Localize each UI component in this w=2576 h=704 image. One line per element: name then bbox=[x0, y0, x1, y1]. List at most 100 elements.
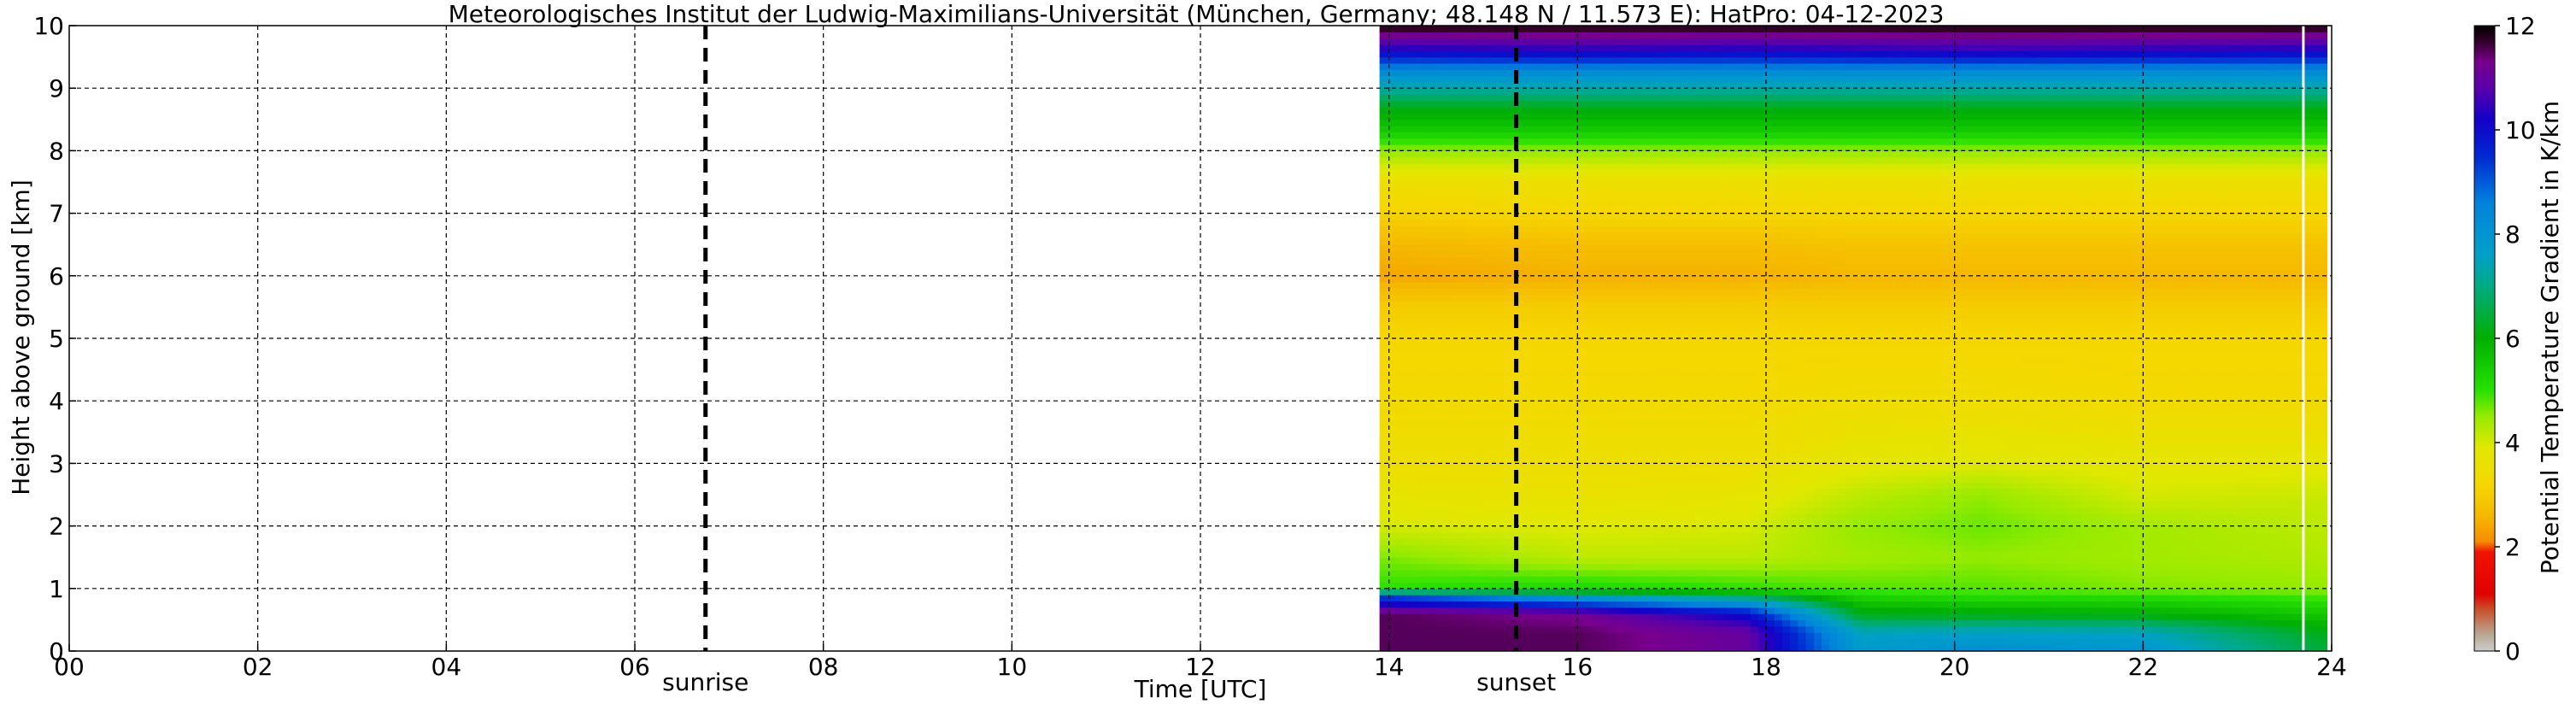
heatmap-cell bbox=[1435, 213, 1444, 220]
heatmap-cell bbox=[1545, 175, 1554, 183]
heatmap-cell bbox=[1647, 62, 1657, 70]
heatmap-cell bbox=[1600, 250, 1610, 258]
heatmap-cell bbox=[1710, 495, 1720, 502]
heatmap-cell bbox=[1656, 419, 1664, 427]
heatmap-cell bbox=[1703, 438, 1712, 446]
heatmap-cell bbox=[1521, 488, 1530, 496]
heatmap-cell bbox=[1664, 438, 1673, 446]
heatmap-cell bbox=[1593, 156, 1601, 164]
heatmap-cell bbox=[1474, 407, 1483, 414]
heatmap-cell bbox=[1608, 544, 1617, 552]
heatmap-cell bbox=[1379, 613, 1388, 620]
heatmap-cell bbox=[1466, 44, 1476, 51]
heatmap-cell bbox=[1576, 32, 1586, 39]
heatmap-cell bbox=[1600, 550, 1610, 558]
heatmap-cell bbox=[1695, 438, 1705, 446]
heatmap-cell bbox=[1593, 56, 1601, 64]
heatmap-cell bbox=[1521, 238, 1530, 245]
heatmap-cell bbox=[1537, 38, 1546, 45]
heatmap-cell bbox=[1442, 525, 1452, 533]
heatmap-cell bbox=[1458, 200, 1467, 208]
heatmap-cell bbox=[1458, 132, 1467, 139]
heatmap-cell bbox=[1758, 488, 1768, 496]
heatmap-cell bbox=[1561, 350, 1570, 358]
heatmap-cell bbox=[1418, 438, 1428, 446]
heatmap-cell bbox=[1624, 538, 1633, 546]
heatmap-cell bbox=[1664, 163, 1673, 170]
heatmap-cell bbox=[1766, 175, 1775, 183]
heatmap-cell bbox=[1758, 563, 1768, 571]
heatmap-cell bbox=[1474, 26, 1483, 32]
heatmap-cell bbox=[1521, 495, 1530, 502]
heatmap-cell bbox=[1529, 525, 1539, 533]
heatmap-cell bbox=[1679, 275, 1688, 283]
heatmap-cell bbox=[1442, 644, 1452, 651]
heatmap-cell bbox=[1600, 175, 1610, 183]
heatmap-cell bbox=[1561, 163, 1570, 170]
heatmap-cell bbox=[1521, 338, 1530, 345]
heatmap-cell bbox=[1710, 320, 1720, 326]
heatmap-cell bbox=[1656, 219, 1664, 226]
heatmap-cell bbox=[1750, 250, 1759, 258]
heatmap-cell bbox=[1458, 163, 1467, 170]
heatmap-cell bbox=[1545, 538, 1554, 546]
heatmap-cell bbox=[1395, 207, 1404, 214]
heatmap-cell bbox=[1647, 56, 1657, 64]
heatmap-cell bbox=[1379, 313, 1388, 320]
heatmap-cell bbox=[1482, 288, 1491, 296]
heatmap-cell bbox=[1387, 588, 1396, 595]
heatmap-cell bbox=[1418, 301, 1428, 308]
heatmap-cell bbox=[1561, 431, 1570, 439]
heatmap-cell bbox=[1710, 444, 1720, 452]
heatmap-cell bbox=[1529, 356, 1539, 364]
heatmap-cell bbox=[1466, 382, 1476, 390]
heatmap-cell bbox=[1545, 632, 1554, 639]
heatmap-cell bbox=[1734, 482, 1744, 490]
heatmap-cell bbox=[1537, 550, 1546, 558]
heatmap-cell bbox=[1561, 563, 1570, 571]
heatmap-cell bbox=[1576, 495, 1586, 502]
heatmap-cell bbox=[1584, 569, 1593, 577]
heatmap-cell bbox=[1593, 44, 1601, 51]
heatmap-cell bbox=[1561, 44, 1570, 51]
heatmap-cell bbox=[1466, 625, 1476, 633]
heatmap-cell bbox=[1379, 44, 1388, 51]
heatmap-cell bbox=[1474, 163, 1483, 170]
heatmap-cell bbox=[1640, 119, 1649, 126]
heatmap-cell bbox=[1624, 232, 1633, 239]
heatmap-cell bbox=[1442, 275, 1452, 283]
heatmap-cell bbox=[1474, 94, 1483, 102]
heatmap-cell bbox=[1718, 476, 1728, 483]
heatmap-cell bbox=[1458, 232, 1467, 239]
heatmap-cell bbox=[1521, 188, 1530, 196]
heatmap-cell bbox=[1529, 601, 1539, 608]
heatmap-cell bbox=[1395, 200, 1404, 208]
heatmap-cell bbox=[1671, 595, 1681, 602]
heatmap-cell bbox=[1758, 356, 1768, 364]
heatmap-cell bbox=[1584, 320, 1593, 326]
heatmap-cell bbox=[1450, 363, 1459, 371]
heatmap-cell bbox=[1616, 444, 1625, 452]
heatmap-cell bbox=[1695, 119, 1705, 126]
heatmap-cell bbox=[1718, 394, 1728, 402]
heatmap-cell bbox=[1647, 356, 1657, 364]
heatmap-cell bbox=[1427, 62, 1435, 70]
heatmap-cell bbox=[1379, 144, 1388, 151]
heatmap-cell bbox=[1458, 407, 1467, 414]
heatmap-cell bbox=[1695, 638, 1705, 646]
heatmap-cell bbox=[1474, 382, 1483, 390]
heatmap-cell bbox=[1656, 200, 1664, 208]
heatmap-cell bbox=[1624, 363, 1633, 371]
heatmap-cell bbox=[1576, 126, 1586, 133]
heatmap-cell bbox=[1427, 331, 1435, 339]
heatmap-cell bbox=[1727, 256, 1736, 264]
heatmap-cell bbox=[1561, 344, 1570, 352]
heatmap-cell bbox=[1379, 557, 1388, 565]
heatmap-cell bbox=[1679, 194, 1688, 202]
heatmap-cell bbox=[1710, 75, 1720, 83]
heatmap-cell bbox=[1537, 219, 1546, 226]
heatmap-cell bbox=[1750, 613, 1759, 620]
heatmap-cell bbox=[1742, 275, 1752, 283]
heatmap-cell bbox=[1403, 62, 1412, 70]
heatmap-cell bbox=[1435, 638, 1444, 646]
